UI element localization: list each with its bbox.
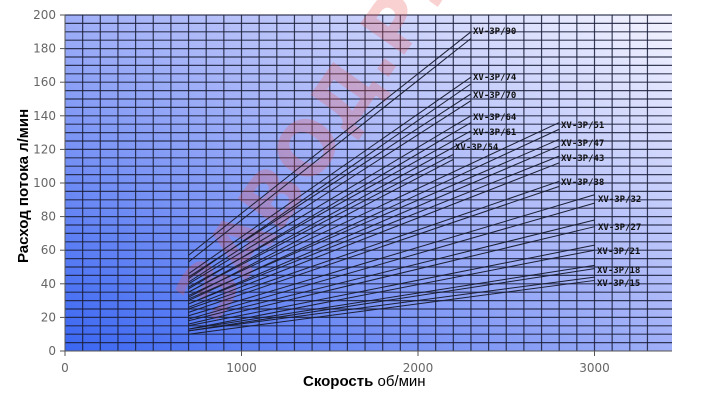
series-line <box>188 185 560 313</box>
series-label: XV-3P/15 <box>597 279 640 289</box>
x-tick-label: 3000 <box>579 361 610 375</box>
series-label: XV-3P/43 <box>561 154 604 164</box>
series-line <box>188 249 595 330</box>
x-axis-title: Скорость об/мин <box>303 373 426 390</box>
series-label: XV-3P/61 <box>473 128 516 138</box>
series-label: XV-3P/21 <box>597 247 640 257</box>
series-line <box>188 130 472 288</box>
series-line <box>188 276 595 332</box>
series-line <box>188 93 472 278</box>
series-label: XV-3P/51 <box>561 121 604 131</box>
series-line <box>188 159 454 298</box>
series-line <box>188 153 454 293</box>
y-tick-label: 80 <box>41 210 56 224</box>
grid-lines <box>65 14 672 351</box>
series-line <box>188 180 560 310</box>
series-label: XV-3P/38 <box>561 178 604 188</box>
x-axis-title-bold: Скорость <box>303 373 374 390</box>
series-label: XV-3P/74 <box>473 73 517 83</box>
y-tick-label: 140 <box>33 109 56 123</box>
y-tick-label: 60 <box>41 243 56 257</box>
y-tick-label: 200 <box>33 8 56 22</box>
series-line <box>188 137 472 293</box>
y-tick-label: 160 <box>33 75 56 89</box>
series-line <box>188 268 595 332</box>
series-labels: XV-3P/90 XV-3P/74 XV-3P/70 XV-3P/64 XV-3P/61… <box>455 27 641 289</box>
series-line <box>188 76 472 275</box>
series-line <box>188 279 595 335</box>
y-axis-title: Расход потока л/мин <box>15 108 32 263</box>
x-tick-label: 2000 <box>403 361 434 375</box>
series-line <box>188 31 472 256</box>
series-label: XV-3P/32 <box>598 195 641 205</box>
y-tick-label: 120 <box>33 142 56 156</box>
series-line <box>188 202 595 320</box>
series-line <box>188 122 560 297</box>
y-tick-label: 40 <box>41 277 56 291</box>
x-tick-label: 0 <box>61 361 69 375</box>
series-line <box>188 115 472 285</box>
x-tick-label: 1000 <box>226 361 257 375</box>
series-line <box>188 244 595 327</box>
y-tick-label: 0 <box>48 344 56 358</box>
series-line <box>188 155 560 305</box>
series-line <box>188 226 595 325</box>
series-line <box>188 194 595 317</box>
series-label: XV-3P/70 <box>473 91 516 101</box>
series-line <box>188 138 560 300</box>
series-line <box>188 145 560 305</box>
series-lines <box>188 31 595 335</box>
series-label: XV-3P/27 <box>598 223 641 233</box>
series-label: XV-3P/54 <box>455 143 499 153</box>
series-line <box>188 219 595 322</box>
series-label: XV-3P/47 <box>561 139 604 149</box>
y-tick-label: 100 <box>33 176 56 190</box>
series-label: XV-3P/90 <box>473 27 516 37</box>
y-tick-label: 180 <box>33 42 56 56</box>
series-label: XV-3P/18 <box>597 266 640 276</box>
series-label: XV-3P/64 <box>473 113 517 123</box>
series-line <box>188 162 560 308</box>
y-tick-label: 20 <box>41 310 56 324</box>
series-line <box>188 38 472 263</box>
series-line <box>188 264 595 330</box>
x-axis-title-unit: об/мин <box>377 373 426 390</box>
series-line <box>188 100 472 283</box>
